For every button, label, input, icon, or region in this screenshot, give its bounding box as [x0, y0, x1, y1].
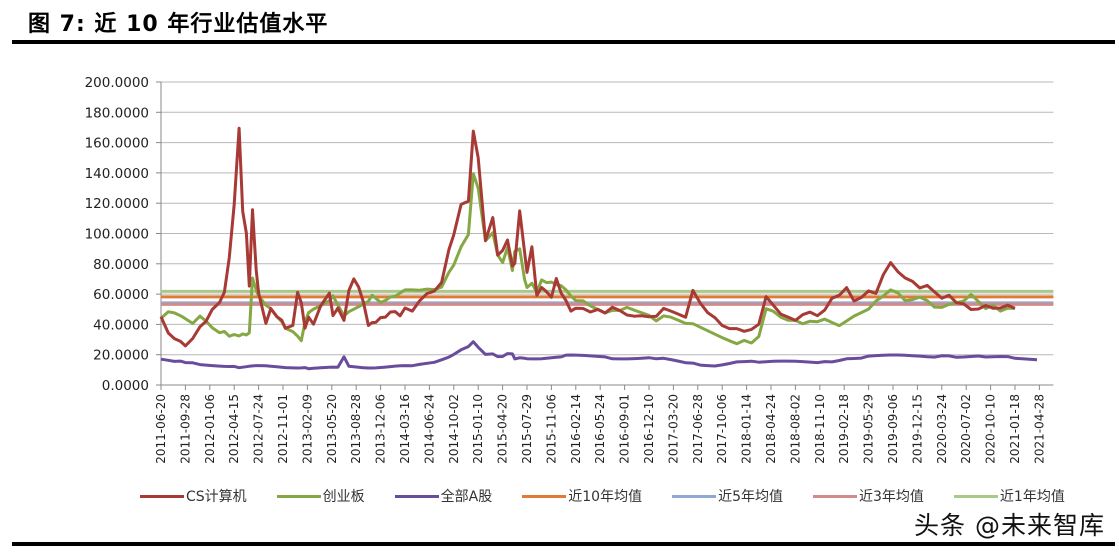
x-tick-label: 2017-10-06 [715, 394, 729, 464]
legend-item: 全部A股 [394, 486, 493, 506]
x-tick-label: 2012-07-24 [252, 394, 266, 464]
legend-item: 创业板 [276, 486, 365, 506]
legend-label: 近3年均值 [859, 489, 924, 505]
x-tick-label: 2019-05-29 [862, 394, 876, 464]
bottom-rule [12, 542, 1115, 546]
x-tick-label: 2020-03-24 [935, 394, 949, 464]
legend-swatch [394, 494, 439, 498]
y-tick-label: 80.0000 [93, 257, 149, 273]
legend-swatch [276, 494, 321, 498]
series-line [160, 340, 1038, 371]
y-axis: 0.0000 20.0000 40.0000 60.0000 80.0000 100.00… [85, 75, 162, 394]
x-tick-label: 2021-04-28 [1032, 394, 1046, 464]
y-tick-label: 160.0000 [85, 136, 149, 152]
x-tick-label: 2013-08-28 [349, 394, 363, 464]
legend-swatch [813, 494, 857, 498]
x-tick-label: 2013-05-20 [325, 394, 339, 464]
top-rule [12, 40, 1115, 44]
y-tick-label: 100.0000 [85, 227, 149, 243]
gridlines [161, 81, 1054, 356]
x-tick-label: 2018-01-14 [740, 394, 754, 464]
data-series [159, 126, 1038, 371]
x-tick-label: 2013-12-06 [374, 394, 388, 464]
chart-legend: CS计算机 创业板 全部A股 近10年均值 近5年均值 近3年均值 近1年均值 [140, 486, 1095, 506]
y-tick-label: 0.0000 [102, 378, 149, 394]
x-tick-label: 2011-09-28 [178, 394, 192, 464]
x-tick-label: 2016-09-01 [618, 394, 632, 464]
legend-swatch [522, 494, 567, 498]
y-tick-label: 120.0000 [85, 196, 149, 212]
x-tick-label: 2015-11-06 [544, 394, 558, 464]
x-tick-label: 2014-10-02 [447, 394, 461, 464]
y-tick-label: 20.0000 [93, 348, 149, 364]
x-tick-label: 2015-01-10 [471, 394, 485, 464]
legend-item: 近3年均值 [813, 486, 924, 506]
legend-item: 近1年均值 [953, 486, 1065, 506]
x-tick-label: 2020-07-02 [959, 394, 973, 464]
legend-item: 近5年均值 [672, 486, 783, 506]
x-tick-label: 2014-03-16 [398, 394, 412, 464]
legend-label: CS计算机 [186, 489, 247, 505]
x-tick-label: 2020-10-10 [984, 394, 998, 464]
x-tick-label: 2018-08-02 [788, 394, 802, 464]
x-tick-label: 2018-11-10 [813, 394, 827, 464]
x-axis: 2011-06-20 2011-09-28 2012-01-06 2012-04-15… [154, 384, 1054, 464]
x-tick-label: 2015-04-20 [496, 394, 510, 464]
x-tick-label: 2016-02-14 [569, 394, 583, 464]
x-tick-label: 2016-05-24 [593, 394, 607, 464]
x-tick-label: 2016-12-10 [642, 394, 656, 464]
y-tick-label: 200.0000 [85, 75, 149, 91]
legend-swatch [953, 494, 998, 498]
y-tick-label: 180.0000 [85, 105, 149, 121]
legend-label: 近1年均值 [999, 489, 1065, 505]
x-tick-label: 2021-01-18 [1008, 394, 1022, 464]
x-tick-label: 2013-02-09 [300, 394, 314, 464]
y-tick-label: 40.0000 [93, 317, 149, 333]
series-line [160, 172, 1016, 346]
x-tick-label: 2017-03-20 [666, 394, 680, 464]
legend-item: CS计算机 [140, 486, 247, 506]
legend-label: 创业板 [322, 489, 365, 505]
x-tick-label: 2019-02-18 [837, 394, 851, 464]
watermark: 头条 @未来智库 [914, 511, 1105, 540]
x-tick-label: 2012-01-06 [203, 394, 217, 464]
x-tick-label: 2019-12-15 [910, 394, 924, 464]
x-tick-label: 2017-06-28 [691, 394, 705, 464]
figure-title: 图 7: 近 10 年行业估值水平 [28, 12, 329, 37]
average-lines [161, 289, 1054, 306]
legend-label: 全部A股 [440, 489, 493, 505]
series-line [159, 126, 1016, 348]
y-tick-label: 140.0000 [85, 166, 149, 182]
x-tick-label: 2014-06-24 [422, 394, 436, 464]
x-tick-label: 2011-06-20 [154, 394, 168, 464]
x-tick-label: 2015-07-29 [520, 394, 534, 464]
x-tick-label: 2012-11-01 [276, 394, 290, 464]
legend-label: 近5年均值 [718, 489, 783, 505]
legend-item: 近10年均值 [522, 486, 642, 506]
x-tick-label: 2019-09-06 [886, 394, 900, 464]
legend-label: 近10年均值 [568, 489, 643, 505]
y-tick-label: 60.0000 [93, 287, 149, 303]
x-tick-label: 2018-04-24 [764, 394, 778, 464]
legend-swatch [672, 494, 717, 498]
legend-swatch [140, 494, 184, 498]
x-tick-label: 2012-04-15 [227, 394, 241, 464]
